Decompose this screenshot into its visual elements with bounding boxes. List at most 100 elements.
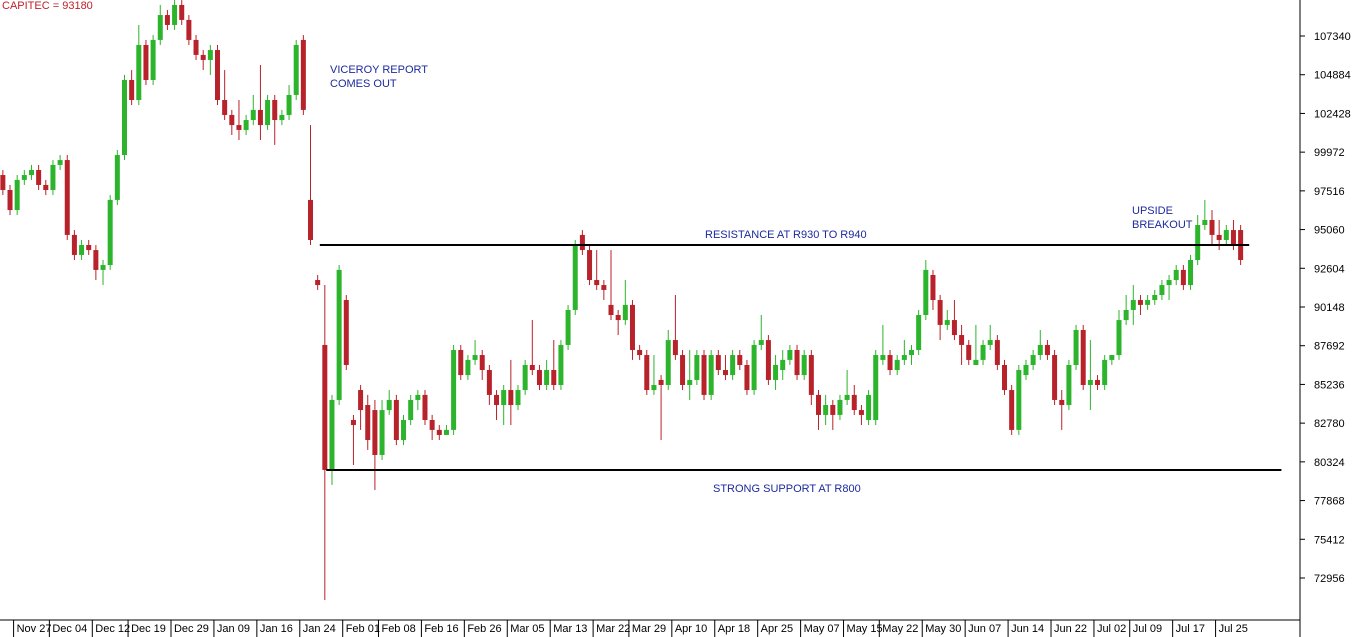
candle-body	[615, 315, 621, 321]
candle-body	[229, 114, 235, 126]
candle-body	[186, 19, 192, 40]
candle-body	[529, 364, 535, 371]
candle-body	[1109, 355, 1115, 360]
y-tick-label: 80324	[1314, 457, 1345, 469]
candle-body	[508, 390, 514, 406]
candle-body	[172, 4, 178, 25]
y-tick-label: 95060	[1314, 225, 1345, 237]
candle-body	[1173, 269, 1179, 281]
candle-body	[28, 169, 34, 176]
candle-body	[7, 190, 13, 211]
chart-title: CAPITEC = 93180	[2, 0, 93, 12]
candle-body	[179, 4, 185, 20]
candle-body	[1230, 230, 1236, 246]
candle-body	[501, 390, 507, 406]
candle-body	[279, 114, 285, 121]
x-tick-label: Jun 14	[1011, 623, 1044, 635]
y-tick-label: 87692	[1314, 341, 1345, 353]
candle-body	[758, 340, 764, 345]
candle-body	[1195, 224, 1201, 260]
candle-body	[651, 384, 657, 391]
candle-body	[801, 355, 807, 376]
candle-body	[823, 405, 829, 415]
x-tick-label: Mar 13	[553, 623, 587, 635]
candle-body	[780, 359, 786, 371]
y-tick-label: 90148	[1314, 302, 1345, 314]
candle-body	[215, 50, 221, 100]
x-tick-label: Feb 01	[346, 623, 380, 635]
candle-body	[644, 355, 650, 391]
candle-body	[372, 410, 378, 455]
candle-body	[601, 285, 607, 290]
candle-body	[515, 390, 521, 406]
candle-body	[121, 79, 127, 156]
candle-body	[207, 50, 213, 60]
candle-body	[386, 399, 392, 411]
candle-body	[1223, 230, 1229, 240]
candle-body	[193, 39, 199, 55]
candle-body	[1052, 355, 1058, 400]
candle-body	[715, 355, 721, 371]
candle-body	[143, 44, 149, 80]
candle-body	[1188, 259, 1194, 286]
candle-body	[737, 355, 743, 365]
candle-body	[551, 370, 557, 385]
candle-body	[901, 355, 907, 360]
candle-body	[1166, 280, 1172, 286]
candle-body	[572, 245, 578, 310]
annotation: UPSIDE	[1132, 205, 1173, 217]
candle-body	[937, 300, 943, 325]
y-tick-label: 77868	[1314, 496, 1345, 508]
level-label: RESISTANCE AT R930 TO R940	[705, 229, 867, 241]
candle-body	[873, 355, 879, 420]
candle-body	[250, 109, 256, 121]
y-tick-label: 107340	[1314, 31, 1351, 43]
x-tick-label: Jun 07	[968, 623, 1001, 635]
candle-body	[79, 245, 85, 255]
y-tick-label: 104884	[1314, 70, 1351, 82]
candle-body	[14, 179, 20, 211]
candle-body	[1009, 390, 1015, 430]
x-tick-label: Feb 26	[467, 623, 501, 635]
candle-body	[608, 304, 614, 316]
candle-body	[365, 405, 371, 441]
candle-body	[43, 184, 49, 191]
candle-body	[308, 199, 314, 240]
x-tick-label: Dec 29	[174, 623, 209, 635]
candle-body	[408, 399, 414, 420]
candle-body	[129, 79, 135, 100]
x-tick-label: Jul 09	[1133, 623, 1162, 635]
candle-body	[465, 359, 471, 376]
candle-body	[680, 355, 686, 385]
candle-body	[637, 349, 643, 356]
candle-body	[114, 155, 120, 200]
candle-body	[658, 379, 664, 385]
candle-body	[694, 355, 700, 380]
candle-body	[765, 340, 771, 380]
candle-body	[1137, 300, 1143, 305]
candle-body	[909, 349, 915, 356]
candle-body	[1044, 344, 1050, 356]
candle-body	[336, 269, 342, 400]
y-tick-label: 97516	[1314, 186, 1345, 198]
candle-body	[622, 304, 628, 321]
candle-body	[701, 355, 707, 395]
candle-body	[966, 344, 972, 360]
candle-body	[858, 410, 864, 415]
candle-body	[1116, 320, 1122, 356]
candle-body	[1066, 364, 1072, 406]
candle-body	[987, 340, 993, 345]
candle-body	[994, 340, 1000, 365]
candle-body	[86, 245, 92, 251]
candle-body	[393, 399, 399, 441]
candle-body	[923, 269, 929, 316]
candle-body	[322, 344, 328, 470]
candle-body	[522, 364, 528, 391]
candle-body	[1016, 370, 1022, 430]
x-tick-label: Nov 27	[17, 623, 52, 635]
candle-body	[64, 160, 70, 235]
candle-body	[1130, 300, 1136, 310]
candle-body	[1152, 294, 1158, 301]
